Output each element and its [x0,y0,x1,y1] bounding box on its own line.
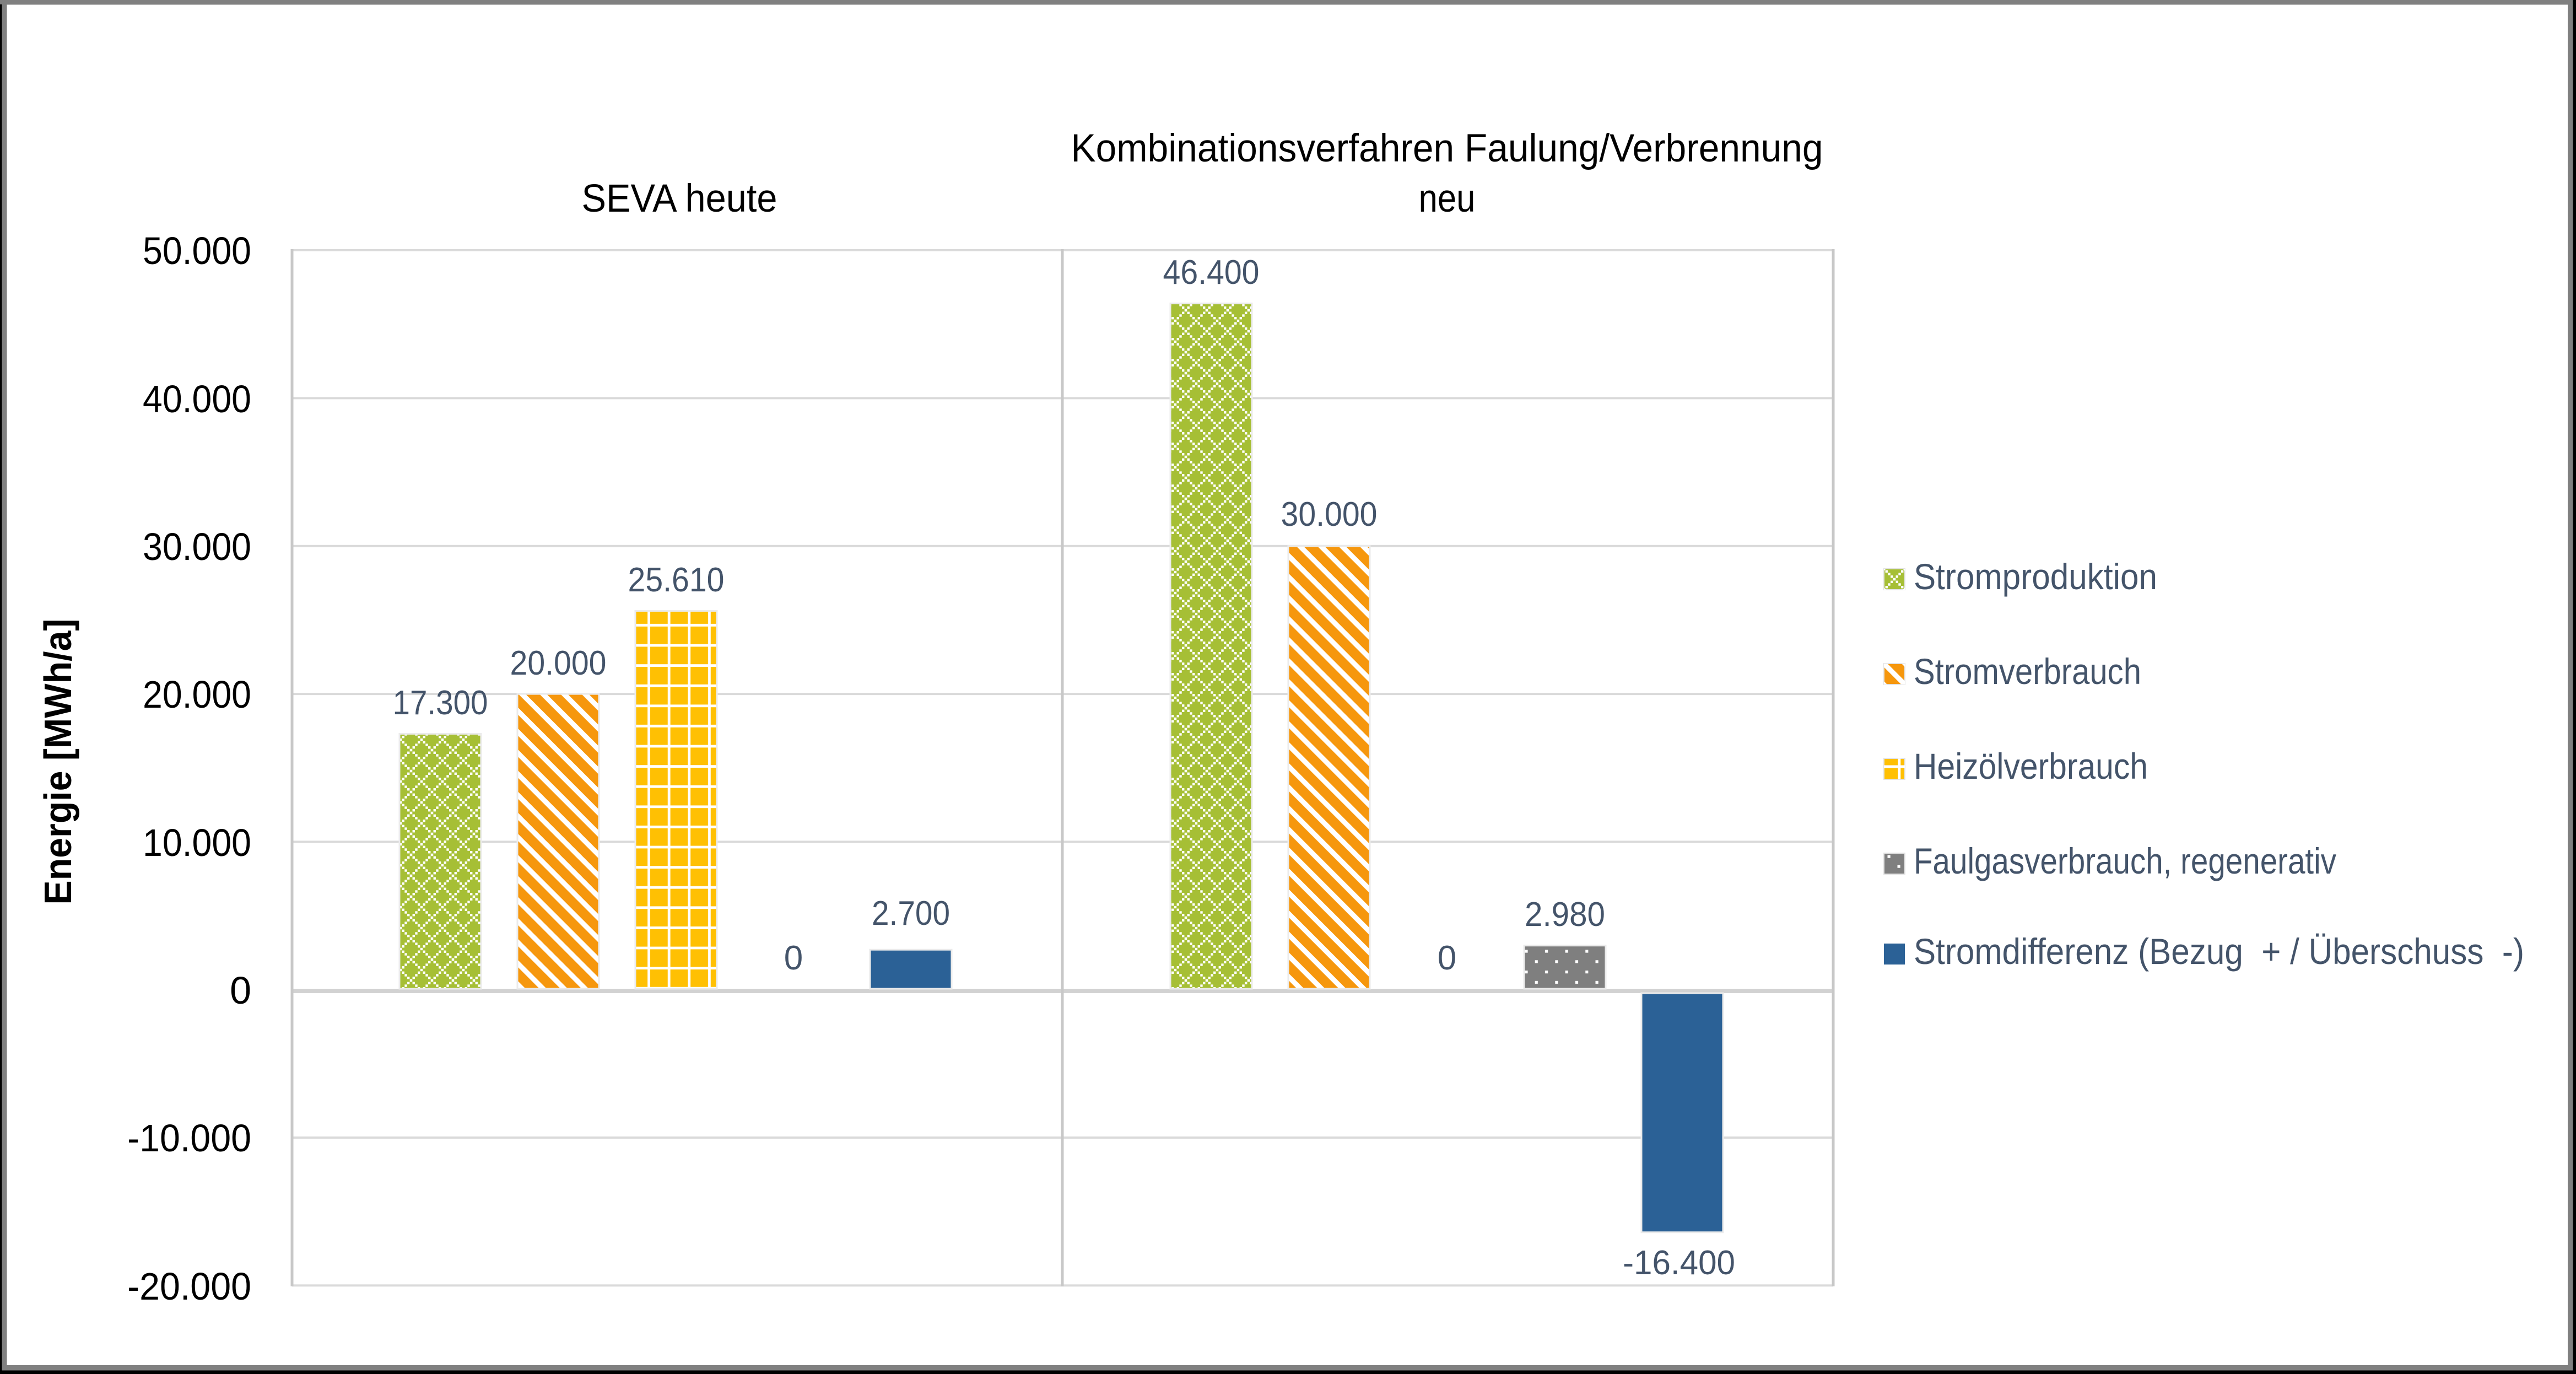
svg-text:Stromverbrauch: Stromverbrauch [1914,651,2141,692]
svg-text:2.700: 2.700 [872,895,950,933]
svg-text:0: 0 [1438,939,1456,977]
svg-text:Kombinationsverfahren Faulung/: Kombinationsverfahren Faulung/Verbrennun… [1071,127,1823,170]
svg-text:20.000: 20.000 [143,673,251,716]
svg-text:Faulgasverbrauch, regenerativ: Faulgasverbrauch, regenerativ [1914,840,2336,881]
svg-text:30.000: 30.000 [143,525,251,568]
svg-text:0: 0 [230,969,251,1012]
svg-text:2.980: 2.980 [1525,896,1605,934]
svg-text:SEVA heute: SEVA heute [582,177,777,220]
svg-text:46.400: 46.400 [1163,254,1260,292]
svg-text:17.300: 17.300 [393,684,488,722]
svg-text:-10.000: -10.000 [127,1117,251,1160]
svg-text:-20.000: -20.000 [127,1265,251,1308]
svg-text:neu: neu [1419,177,1476,220]
svg-text:0: 0 [784,939,803,977]
svg-text:30.000: 30.000 [1281,495,1378,534]
svg-text:Stromproduktion: Stromproduktion [1914,556,2157,597]
svg-text:40.000: 40.000 [143,378,251,421]
svg-text:25.610: 25.610 [628,561,725,599]
svg-text:Heizölverbrauch: Heizölverbrauch [1914,746,2148,786]
svg-text:50.000: 50.000 [143,229,251,272]
svg-text:20.000: 20.000 [510,644,607,682]
svg-text:10.000: 10.000 [143,821,251,864]
svg-text:Stromdifferenz (Bezug + / Übe: Stromdifferenz (Bezug + / Überschuss -) [1914,931,2524,972]
svg-text:-16.400: -16.400 [1623,1244,1735,1282]
svg-text:Energie [MWh/a]: Energie [MWh/a] [36,619,79,905]
